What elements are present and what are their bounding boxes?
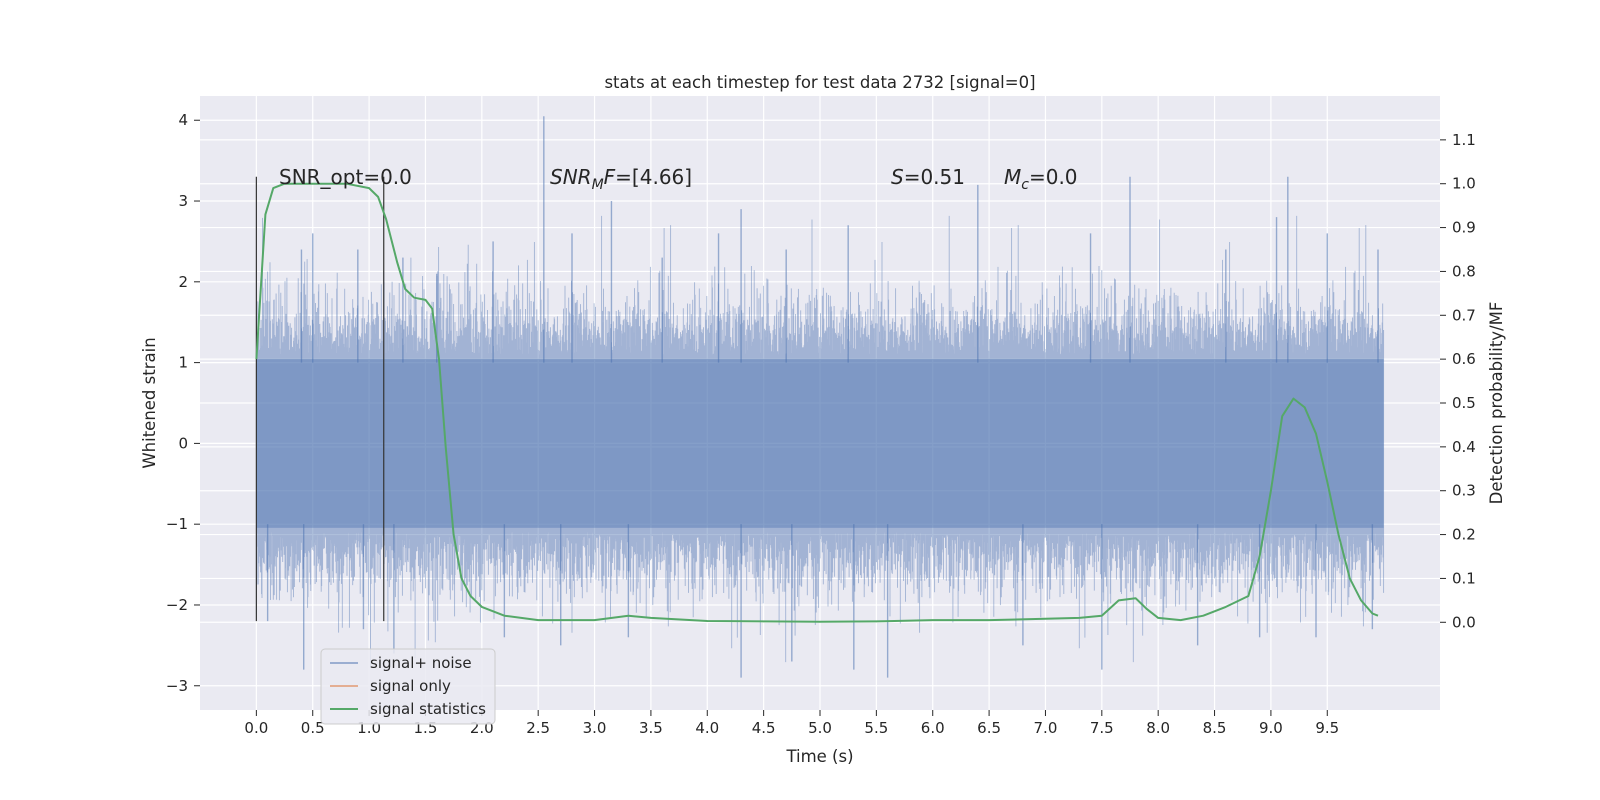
s-annotation: S=0.51 <box>891 165 965 189</box>
y-tick-label: 2 <box>178 273 188 291</box>
snr-mf-sub: M <box>592 177 604 193</box>
y2-tick-label: 0.7 <box>1452 306 1476 324</box>
y-tick-label: 0 <box>178 434 188 452</box>
legend: signal+ noise signal only signal statist… <box>320 648 496 725</box>
x-tick-label: 9.5 <box>1315 719 1339 737</box>
snr-mf-annotation: SNRMF=[4.66] <box>550 165 692 193</box>
x-tick-label: 6.5 <box>977 719 1001 737</box>
y2-tick-label: 0.2 <box>1452 526 1476 544</box>
mc-var: M <box>1004 165 1021 189</box>
mc-sub: c <box>1021 177 1029 193</box>
x-tick-label: 8.0 <box>1146 719 1170 737</box>
y2-tick-label: 0.9 <box>1452 219 1476 237</box>
y2-tick-label: 1.0 <box>1452 175 1476 193</box>
y2-tick-label: 0.5 <box>1452 394 1476 412</box>
y2-tick-label: 0.4 <box>1452 438 1476 456</box>
s-var: S <box>891 165 904 189</box>
x-tick-label: 7.5 <box>1090 719 1114 737</box>
y-tick-label: −1 <box>166 515 188 533</box>
s-value: =0.51 <box>904 165 965 189</box>
y-axis-ticks: −3 −2 −1 0 1 2 3 4 <box>166 111 200 695</box>
y2-tick-label: 0.3 <box>1452 482 1476 500</box>
mc-value: =0.0 <box>1029 165 1078 189</box>
mc-annotation: Mc=0.0 <box>1004 165 1078 193</box>
snr-opt-annotation: SNR_opt=0.0 <box>279 165 412 189</box>
y-axis-label: Whitened strain <box>140 337 159 468</box>
y-tick-label: 3 <box>178 192 188 210</box>
x-tick-label: 2.5 <box>526 719 550 737</box>
snr-mf-var2: F <box>604 165 616 189</box>
x-tick-label: 3.0 <box>583 719 607 737</box>
x-tick-label: 3.5 <box>639 719 663 737</box>
signal-noise-series <box>255 116 1385 678</box>
statistics-line <box>255 182 1379 623</box>
snr-mf-value: =[4.66] <box>615 165 692 189</box>
noise-core <box>256 358 1384 528</box>
x-tick-label: 9.0 <box>1259 719 1283 737</box>
y2-axis-ticks: 0.0 0.1 0.2 0.3 0.4 0.5 0.6 0.7 0.8 0.9 1.0 1.1 <box>1440 131 1476 631</box>
x-tick-label: 5.5 <box>864 719 888 737</box>
y-tick-label: 4 <box>178 111 188 129</box>
x-tick-label: 8.5 <box>1203 719 1227 737</box>
legend-label-signal: signal only <box>370 677 451 695</box>
x-tick-label: 7.0 <box>1034 719 1058 737</box>
y2-tick-label: 0.1 <box>1452 569 1476 587</box>
y-tick-label: −2 <box>166 596 188 614</box>
grid <box>200 96 1440 710</box>
x-tick-label: 0.0 <box>244 719 268 737</box>
x-tick-label: 5.0 <box>808 719 832 737</box>
y2-tick-label: 1.1 <box>1452 131 1476 149</box>
y-tick-label: −3 <box>166 677 188 695</box>
signal-statistics-series <box>255 182 1379 623</box>
x-tick-label: 0.5 <box>301 719 325 737</box>
y2-tick-label: 0.0 <box>1452 613 1476 631</box>
chart-title: stats at each timestep for test data 273… <box>604 73 1035 92</box>
legend-label-stats: signal statistics <box>370 700 486 718</box>
x-tick-label: 4.0 <box>695 719 719 737</box>
x-axis-label: Time (s) <box>785 747 853 766</box>
y2-tick-label: 0.6 <box>1452 350 1476 368</box>
snr-mf-var: SNR <box>550 165 592 189</box>
x-tick-label: 6.0 <box>921 719 945 737</box>
x-tick-label: 4.5 <box>752 719 776 737</box>
legend-label-noise: signal+ noise <box>370 654 472 672</box>
legend-box <box>320 648 496 725</box>
y2-tick-label: 0.8 <box>1452 262 1476 280</box>
marker-lines <box>255 176 385 622</box>
y-tick-label: 1 <box>178 354 188 372</box>
y2-axis-label: Detection probability/MF <box>1487 302 1506 505</box>
